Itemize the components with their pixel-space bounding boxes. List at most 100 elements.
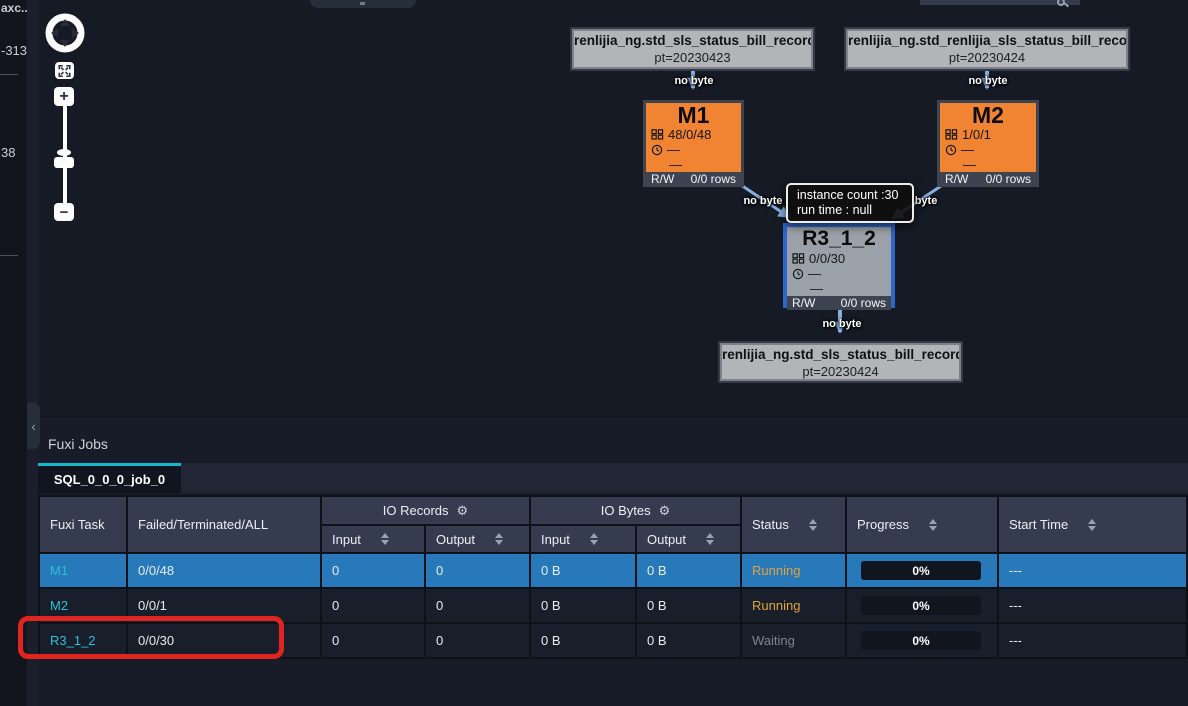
fit-view-button[interactable] xyxy=(55,62,74,79)
sort-icon[interactable] xyxy=(589,533,598,545)
table-row-m2-progress[interactable]: 0% xyxy=(847,589,997,622)
runtime-value: — xyxy=(961,142,974,157)
clock-icon xyxy=(651,144,663,155)
edge-label: no byte xyxy=(968,75,1008,87)
clock-icon xyxy=(945,144,957,155)
col-header-bytes-output: Output xyxy=(637,526,740,552)
table-row-r3-failed[interactable]: 0/0/30 xyxy=(128,624,320,657)
sort-icon[interactable] xyxy=(706,533,715,545)
sidebar-label-low: 38 xyxy=(1,145,16,160)
task-node-m2[interactable]: M2 1/0/1 — — R/W 0/0 rows xyxy=(937,100,1039,187)
table-node-source-left[interactable]: renlijia_ng.std_sls_status_bill_record_d… xyxy=(572,29,813,69)
top-toolbar-button[interactable] xyxy=(310,0,416,8)
table-row-m1-bytes-in[interactable]: 0 B xyxy=(531,554,635,587)
table-row-m1-progress[interactable]: 0% xyxy=(847,554,997,587)
zoom-in-button[interactable]: + xyxy=(54,87,74,106)
instances-count: 0/0/30 xyxy=(809,251,846,266)
table-row-m1-start[interactable]: --- xyxy=(999,554,1186,587)
plus-icon: + xyxy=(59,87,69,105)
table-row-r3-rec-out[interactable]: 0 xyxy=(426,624,529,657)
cell-value: --- xyxy=(1009,563,1022,578)
table-row-m1-status[interactable]: Running xyxy=(742,554,845,587)
col-header-start-time: Start Time xyxy=(999,497,1186,552)
panel-collapse-handle[interactable]: ‹ xyxy=(27,403,40,449)
table-row-r3-task[interactable]: R3_1_2 xyxy=(40,624,126,657)
table-row-r3-status[interactable]: Waiting xyxy=(742,624,845,657)
col-group-io-bytes: IO Bytes ⚙ xyxy=(531,497,740,524)
table-row-m2-task[interactable]: M2 xyxy=(40,589,126,622)
node-tooltip: instance count :30 run time : null xyxy=(786,183,914,223)
table-row-r3-progress[interactable]: 0% xyxy=(847,624,997,657)
minus-icon: − xyxy=(59,203,69,221)
zoom-slider-marker xyxy=(57,149,71,156)
sort-icon[interactable] xyxy=(380,533,389,545)
progress-value: 0% xyxy=(912,563,930,578)
cell-value: 0 B xyxy=(541,598,561,613)
col-group-io-records: IO Records ⚙ xyxy=(322,497,529,524)
pan-compass[interactable] xyxy=(44,12,86,54)
table-row-m2-rec-in[interactable]: 0 xyxy=(322,589,424,622)
top-search-bar[interactable] xyxy=(920,0,1080,5)
magnifier-icon[interactable] xyxy=(1057,0,1070,8)
table-node-output[interactable]: renlijia_ng.std_sls_status_bill_record_d… xyxy=(720,343,961,381)
col-header-bytes-input: Input xyxy=(531,526,635,552)
table-row-m1-bytes-out[interactable]: 0 B xyxy=(637,554,740,587)
task-node-title: M2 xyxy=(972,102,1004,128)
cell-value: --- xyxy=(1009,598,1022,613)
tab-sql-job[interactable]: SQL_0_0_0_job_0 xyxy=(38,463,181,493)
table-row-m2-bytes-out[interactable]: 0 B xyxy=(637,589,740,622)
table-row-r3-bytes-in[interactable]: 0 B xyxy=(531,624,635,657)
table-row-m2-failed[interactable]: 0/0/1 xyxy=(128,589,320,622)
gear-icon[interactable]: ⚙ xyxy=(658,502,671,518)
table-node-source-right[interactable]: renlijia_ng.std_renlijia_sls_status_bill… xyxy=(846,29,1128,69)
col-header-status: Status xyxy=(742,497,845,552)
rw-label: R/W xyxy=(651,172,675,186)
instances-icon xyxy=(651,129,664,140)
status-badge: Running xyxy=(752,563,801,578)
sidebar-label-top: axc... xyxy=(1,1,27,15)
col-header-records-input: Input xyxy=(322,526,424,552)
table-row-m1-task[interactable]: M1 xyxy=(40,554,126,587)
task-node-r3-1-2[interactable]: R3_1_2 0/0/30 — — R/W 0/0 rows xyxy=(783,223,895,310)
table-node-partition: pt=20230424 xyxy=(802,364,879,379)
expand-arrows-icon xyxy=(58,64,71,77)
sort-icon[interactable] xyxy=(929,518,938,531)
panel-title: Fuxi Jobs xyxy=(48,436,108,452)
sort-icon[interactable] xyxy=(808,518,817,531)
clock-icon xyxy=(792,268,804,279)
task-node-title: M1 xyxy=(677,102,710,128)
tooltip-instance-count: instance count :30 xyxy=(797,188,899,202)
task-link[interactable]: R3_1_2 xyxy=(50,633,96,648)
sort-icon[interactable] xyxy=(495,533,504,545)
header-label: Start Time xyxy=(1009,517,1069,532)
table-row-m2-bytes-in[interactable]: 0 B xyxy=(531,589,635,622)
table-row-m1-failed[interactable]: 0/0/48 xyxy=(128,554,320,587)
table-row-m2-rec-out[interactable]: 0 xyxy=(426,589,529,622)
table-row-r3-start[interactable]: --- xyxy=(999,624,1186,657)
table-row-r3-rec-in[interactable]: 0 xyxy=(322,624,424,657)
instances-count: 48/0/48 xyxy=(668,127,712,142)
sidebar-divider xyxy=(0,255,18,256)
table-row-m2-start[interactable]: --- xyxy=(999,589,1186,622)
zoom-out-button[interactable]: − xyxy=(54,203,74,221)
table-row-r3-bytes-out[interactable]: 0 B xyxy=(637,624,740,657)
job-tab-strip: SQL_0_0_0_job_0 xyxy=(38,463,1188,493)
col-header-progress: Progress xyxy=(847,497,997,552)
splitter-gutter[interactable] xyxy=(27,0,38,706)
sort-icon[interactable] xyxy=(1088,518,1097,531)
table-row-m2-status[interactable]: Running xyxy=(742,589,845,622)
task-link[interactable]: M1 xyxy=(50,563,69,578)
edge-label: no byte xyxy=(674,75,714,87)
table-row-m1-rec-in[interactable]: 0 xyxy=(322,554,424,587)
header-label: IO Records xyxy=(382,503,449,518)
zoom-slider-thumb[interactable] xyxy=(54,157,74,168)
header-label: Input xyxy=(541,531,570,547)
task-link[interactable]: M2 xyxy=(50,598,69,613)
rows-label: 0/0 rows xyxy=(690,172,736,186)
table-row-m1-rec-out[interactable]: 0 xyxy=(426,554,529,587)
task-node-m1[interactable]: M1 48/0/48 — — R/W 0/0 rows xyxy=(643,100,744,187)
gear-icon[interactable]: ⚙ xyxy=(456,502,469,518)
table-node-title: renlijia_ng.std_renlijia_sls_status_bill… xyxy=(848,33,1128,48)
cell-value: 0 xyxy=(332,598,340,613)
header-label: Progress xyxy=(857,517,910,532)
